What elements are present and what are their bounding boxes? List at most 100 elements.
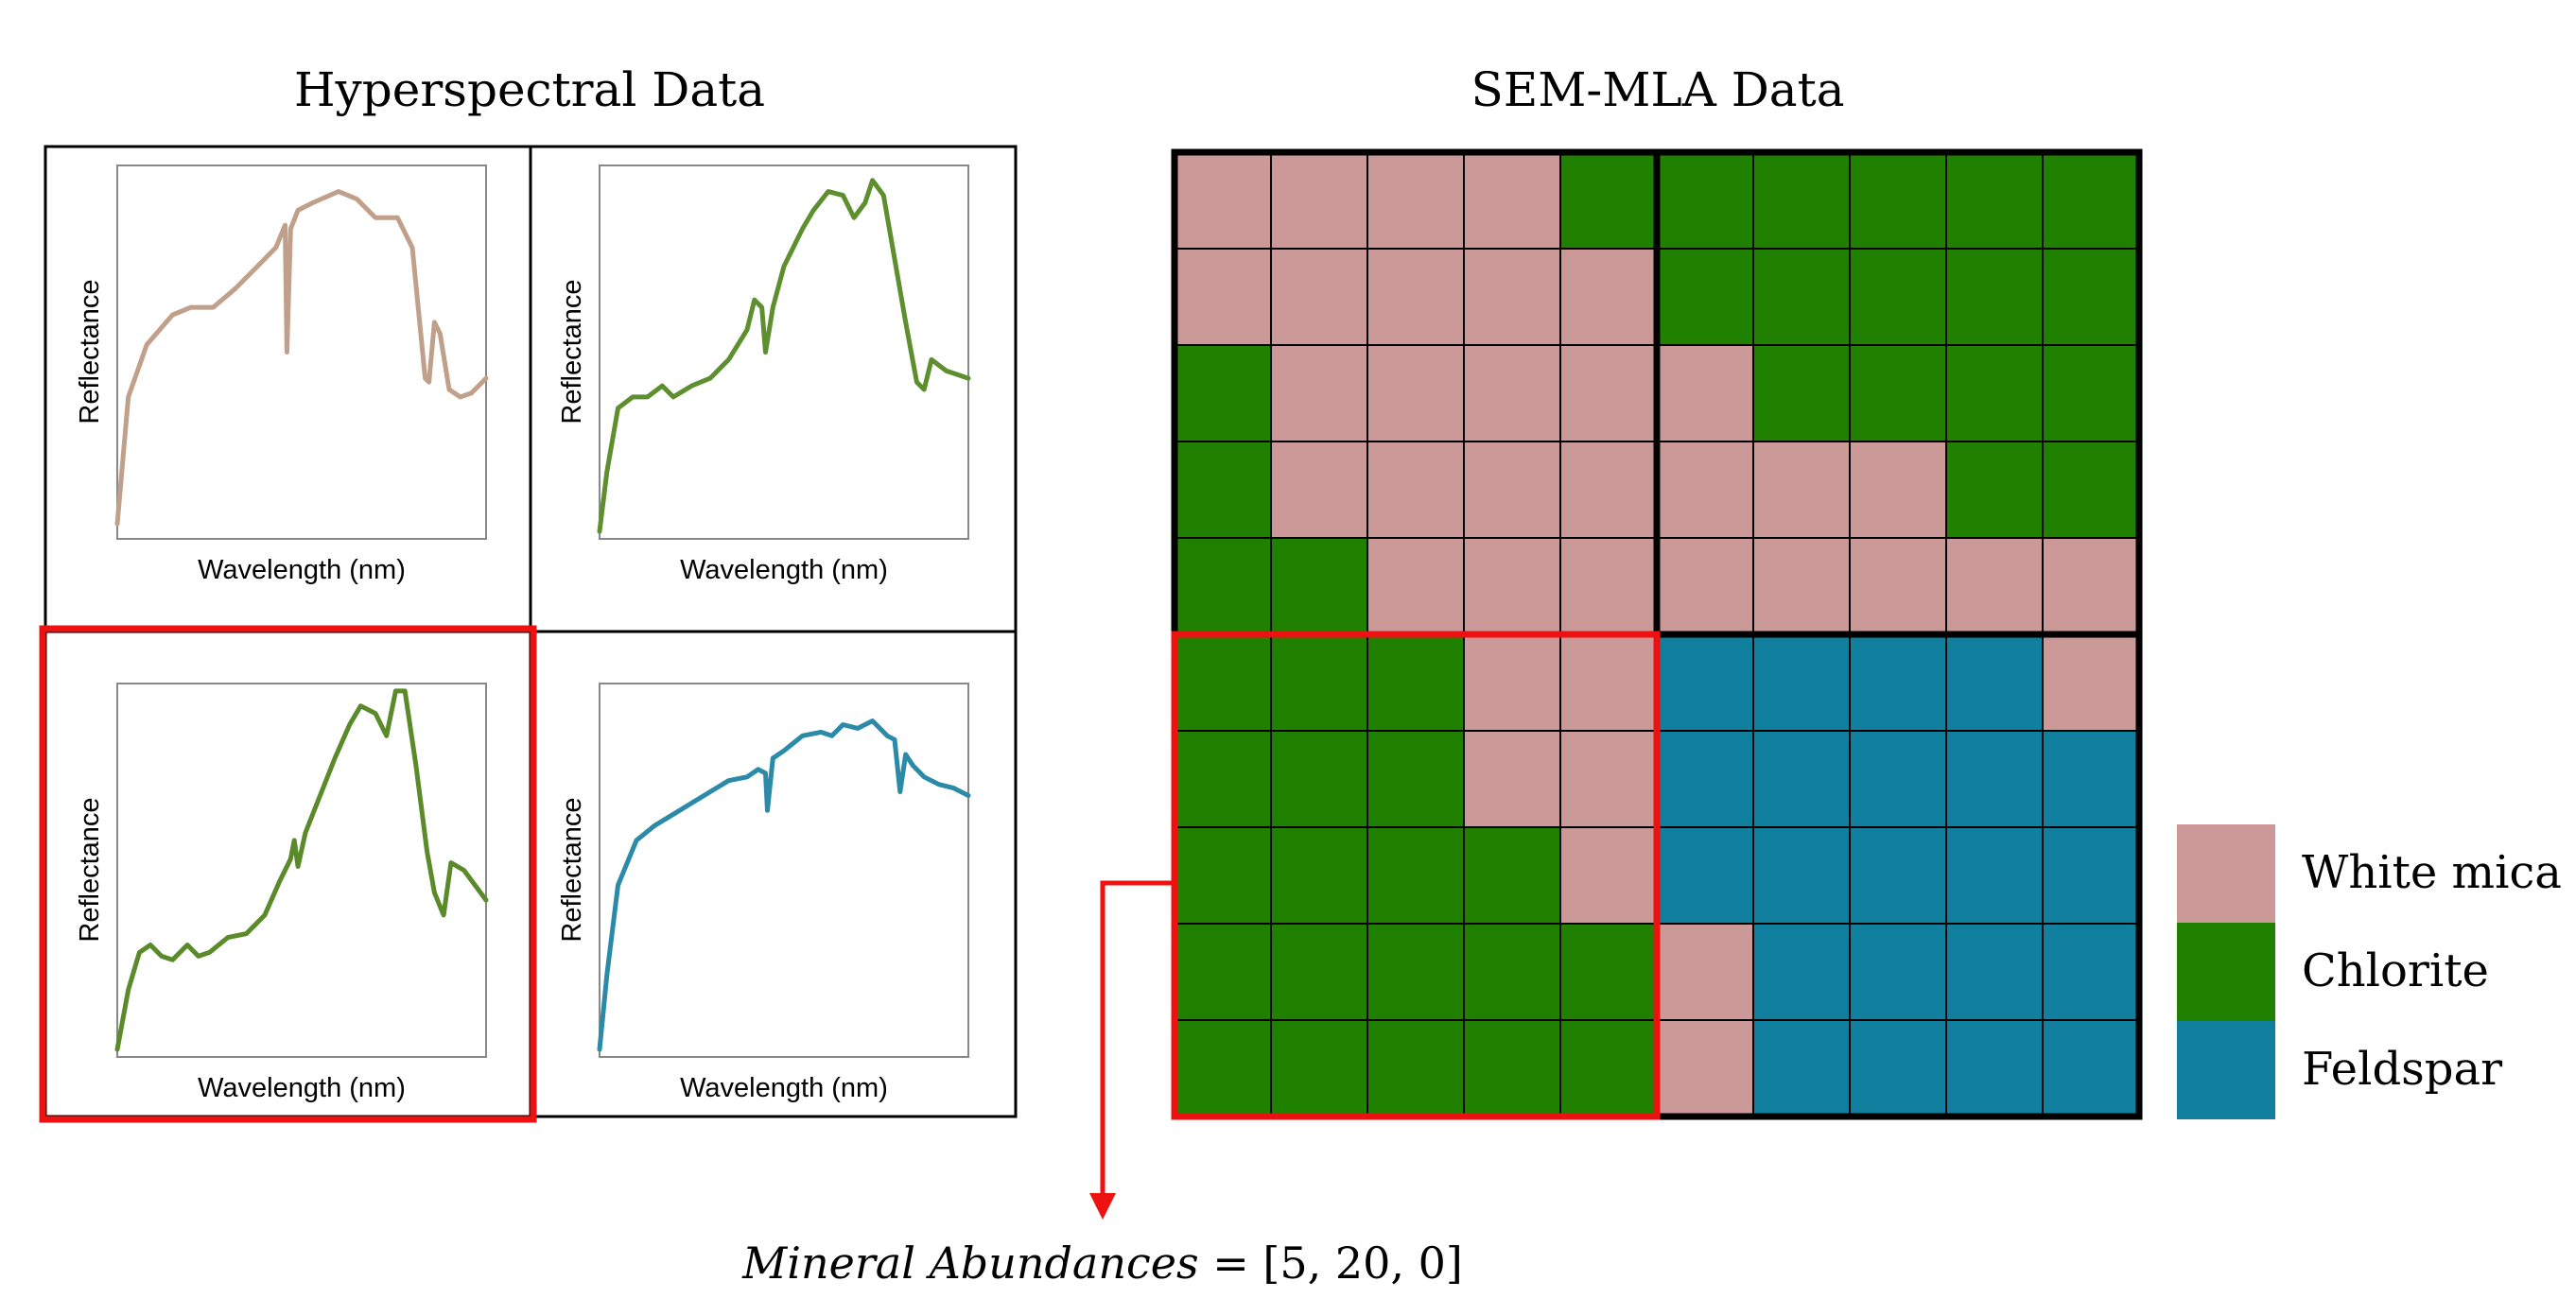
grid-cell-white-mica [1559,826,1658,925]
grid-cell-chlorite [1174,633,1272,732]
grid-cell-white-mica [1366,537,1465,635]
grid-cell-chlorite [1945,248,2044,346]
grid-cell-white-mica [1559,537,1658,635]
y-axis-label: Reflectance [557,797,587,942]
legend-swatch-feldspar [2177,1021,2275,1119]
grid-cell-chlorite [1270,633,1368,732]
grid-cell-white-mica [1463,344,1561,442]
hyperspectral-title: Hyperspectral Data [294,62,765,117]
grid-cell-white-mica [1270,151,1368,250]
spectrum-plot-chlorite: Wavelength (nm) Reflectance [557,164,971,585]
grid-cell-feldspar [1945,923,2044,1021]
selected-cell-highlight [39,625,537,1123]
grid-cell-feldspar [1752,633,1851,732]
formula-lhs: Mineral Abundances [741,1238,1198,1289]
grid-cell-chlorite [1270,1019,1368,1117]
grid-cell-white-mica [1270,344,1368,442]
grid-cell-feldspar [1849,633,1947,732]
grid-cell-chlorite [1270,923,1368,1021]
grid-cell-white-mica [1656,344,1754,442]
grid-cell-chlorite [1559,1019,1658,1117]
legend-label-chlorite: Chlorite [2302,944,2489,997]
legend-swatch-white-mica [2177,824,2275,923]
formula-equals: = [1199,1238,1263,1289]
selected-quadrant-highlight [1171,631,1661,1120]
formula-rhs: [5, 20, 0] [1262,1238,1462,1289]
grid-cell-white-mica [1656,1019,1754,1117]
grid-cell-chlorite [1270,537,1368,635]
grid-cell-chlorite [1656,151,1754,250]
grid-cell-white-mica [1849,441,1947,539]
grid-cell-chlorite [1366,923,1465,1021]
grid-cell-white-mica [1270,441,1368,539]
legend-swatch-chlorite [2177,923,2275,1021]
grid-cell-feldspar [1945,730,2044,828]
legend-label-feldspar: Feldspar [2302,1043,2502,1096]
spectrum-plot-white-mica: Wavelength (nm) Reflectance [75,164,489,585]
grid-cell-feldspar [2042,826,2140,925]
mineral-abundances-formula: Mineral Abundances = [5, 20, 0] [741,1238,1463,1289]
grid-cell-chlorite [1270,826,1368,925]
x-axis-label: Wavelength (nm) [680,1073,888,1103]
connector-arrow [1089,880,1175,1220]
hyperspectral-panel: Wavelength (nm) Reflectance Wavelength (… [39,145,1018,1123]
grid-cell-white-mica [2042,633,2140,732]
grid-cell-feldspar [1945,633,2044,732]
grid-cell-white-mica [1366,248,1465,346]
connector-line [1100,880,1175,1199]
spectrum-plot-chlorite-selected: Wavelength (nm) Reflectance [75,683,489,1103]
grid-cell-chlorite [2042,248,2140,346]
grid-cell-chlorite [1174,537,1272,635]
grid-cell-white-mica [1752,537,1851,635]
grid-cell-chlorite [1366,826,1465,925]
grid-cell-feldspar [2042,1019,2140,1117]
grid-cell-chlorite [1849,151,1947,250]
legend-label-white-mica: White mica [2302,846,2562,899]
grid-cell-white-mica [1656,923,1754,1021]
grid-cell-chlorite [1752,344,1851,442]
grid-cell-chlorite [1945,151,2044,250]
spectrum-plot-feldspar: Wavelength (nm) Reflectance [557,683,971,1103]
grid-cell-feldspar [2042,923,2140,1021]
grid-cell-chlorite [2042,344,2140,442]
grid-cell-chlorite [1366,730,1465,828]
grid-cell-feldspar [1849,826,1947,925]
grid-cell-white-mica [1559,441,1658,539]
grid-cell-feldspar [1752,730,1851,828]
grid-cell-chlorite [1752,248,1851,346]
grid-cell-chlorite [1463,826,1561,925]
grid-cell-chlorite [1559,151,1658,250]
spectrum-curve-chlorite [597,178,971,534]
grid-cell-white-mica [1366,441,1465,539]
y-axis-label: Reflectance [75,797,105,942]
grid-cell-feldspar [1945,826,2044,925]
grid-cell-chlorite [1366,1019,1465,1117]
grid-cell-white-mica [1366,344,1465,442]
y-axis-label: Reflectance [557,279,587,424]
plot-frame [599,164,969,540]
plot-frame [116,683,487,1058]
grid-cell-feldspar [1945,1019,2044,1117]
grid-cell-chlorite [1463,1019,1561,1117]
grid-cell-white-mica [1463,441,1561,539]
grid-cell-white-mica [1463,537,1561,635]
spectrum-curve-chlorite-selected [114,688,489,1052]
grid-cell-white-mica [2042,537,2140,635]
grid-cell-white-mica [1656,441,1754,539]
grid-cell-white-mica [1945,537,2044,635]
grid-cell-feldspar [2042,730,2140,828]
x-axis-label: Wavelength (nm) [198,1073,406,1103]
x-axis-label: Wavelength (nm) [680,555,888,585]
sem-mla-grid [1174,151,2140,1117]
grid-cell-white-mica [1463,248,1561,346]
y-axis-label: Reflectance [75,279,105,424]
grid-cell-white-mica [1463,730,1561,828]
spectrum-curve-white-mica [114,189,489,527]
grid-cell-chlorite [1849,344,1947,442]
grid-cell-feldspar [1849,730,1947,828]
grid-cell-white-mica [1366,151,1465,250]
grid-cell-white-mica [1463,633,1561,732]
grid-cell-white-mica [1559,633,1658,732]
grid-cell-white-mica [1270,248,1368,346]
grid-cell-white-mica [1656,537,1754,635]
